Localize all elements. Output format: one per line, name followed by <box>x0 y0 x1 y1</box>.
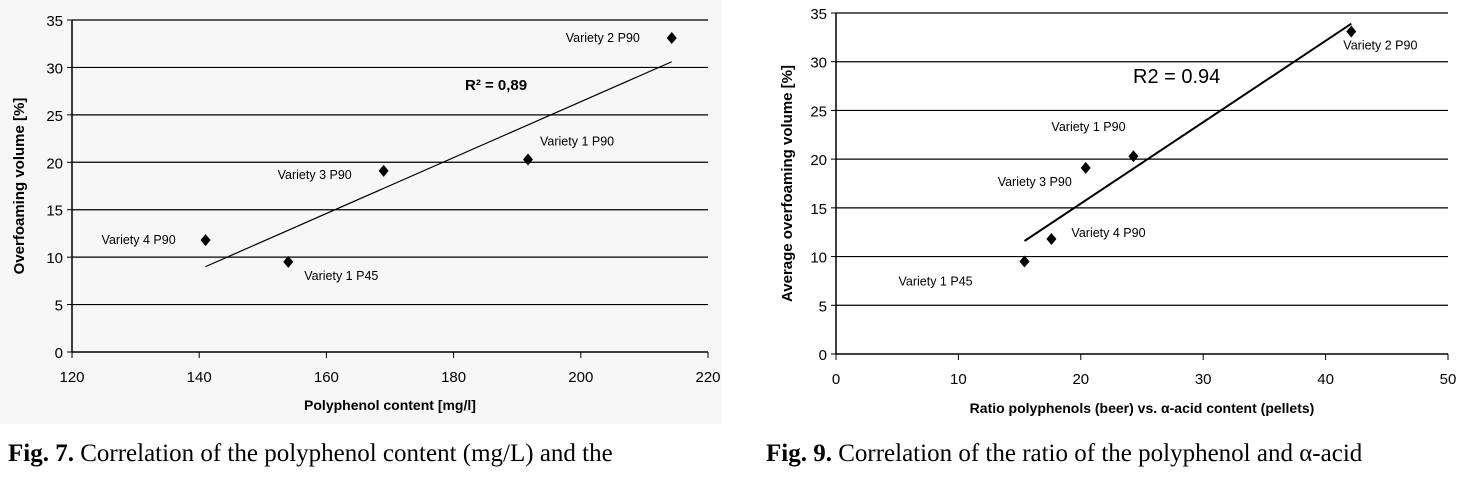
x-tick-label: 10 <box>950 371 967 388</box>
y-tick-label: 10 <box>46 250 63 267</box>
y-tick-label: 10 <box>810 250 827 267</box>
y-tick-label: 5 <box>819 298 827 315</box>
point-label: Variety 1 P45 <box>898 274 972 288</box>
data-point <box>1128 150 1139 163</box>
x-axis-label: Polyphenol content [mg/l] <box>304 397 476 413</box>
point-label: Variety 4 P90 <box>1071 226 1145 240</box>
data-point <box>666 32 677 45</box>
y-tick-label: 35 <box>46 13 63 30</box>
x-tick-label: 180 <box>441 369 466 386</box>
data-point <box>1046 233 1057 246</box>
x-tick-label: 160 <box>314 369 339 386</box>
y-tick-label: 25 <box>46 108 63 125</box>
y-tick-label: 20 <box>46 155 63 172</box>
x-tick-label: 120 <box>59 369 84 386</box>
y-tick-label: 15 <box>46 203 63 220</box>
y-tick-label: 30 <box>46 60 63 77</box>
point-label: Variety 3 P90 <box>998 175 1072 189</box>
x-tick-label: 20 <box>1072 371 1089 388</box>
data-point <box>283 255 294 268</box>
data-point <box>523 153 534 166</box>
data-point <box>1080 161 1091 174</box>
y-tick-label: 0 <box>55 345 63 362</box>
point-label: Variety 2 P90 <box>566 31 640 45</box>
fig7-caption-text: Correlation of the polyphenol content (m… <box>73 440 613 467</box>
trendline <box>205 61 672 268</box>
point-label: Variety 1 P90 <box>1051 120 1125 134</box>
trendline <box>1023 22 1352 242</box>
x-tick-label: 220 <box>695 369 720 386</box>
y-tick-label: 25 <box>810 103 827 120</box>
y-tick-label: 35 <box>810 6 827 23</box>
y-axis-label: Overfoaming volume [%] <box>11 98 28 275</box>
fig7-caption: Fig. 7. Correlation of the polyphenol co… <box>8 440 613 468</box>
y-axis-label: Average overfoaming volume [%] <box>779 65 796 302</box>
data-point <box>200 234 211 247</box>
fig9-caption: Fig. 9. Correlation of the ratio of the … <box>766 440 1362 468</box>
x-tick-label: 30 <box>1195 371 1212 388</box>
fig7-caption-prefix: Fig. 7. <box>8 440 74 467</box>
chart-background <box>0 0 722 424</box>
y-tick-label: 20 <box>810 152 827 169</box>
r-squared-annotation: R² = 0,89 <box>465 77 527 94</box>
y-tick-label: 5 <box>55 298 63 315</box>
x-tick-label: 200 <box>568 369 593 386</box>
y-tick-label: 15 <box>810 201 827 218</box>
x-tick-label: 0 <box>832 371 840 388</box>
point-label: Variety 4 P90 <box>102 233 176 247</box>
point-label: Variety 1 P45 <box>304 269 378 283</box>
fig9-caption-text: Correlation of the ratio of the polyphen… <box>831 440 1363 467</box>
point-label: Variety 2 P90 <box>1343 39 1417 53</box>
point-label: Variety 3 P90 <box>278 168 352 182</box>
data-point <box>1019 255 1030 268</box>
fig9-caption-prefix: Fig. 9. <box>766 440 832 467</box>
data-point <box>378 164 389 177</box>
r-squared-annotation: R2 = 0.94 <box>1133 66 1221 88</box>
x-axis-label: Ratio polyphenols (beer) vs. α-acid cont… <box>970 400 1315 416</box>
data-point <box>1346 25 1357 38</box>
x-tick-label: 50 <box>1440 371 1457 388</box>
y-tick-label: 0 <box>819 347 827 364</box>
y-tick-label: 30 <box>810 55 827 72</box>
x-tick-label: 140 <box>187 369 212 386</box>
point-label: Variety 1 P90 <box>540 134 614 148</box>
x-tick-label: 40 <box>1317 371 1334 388</box>
